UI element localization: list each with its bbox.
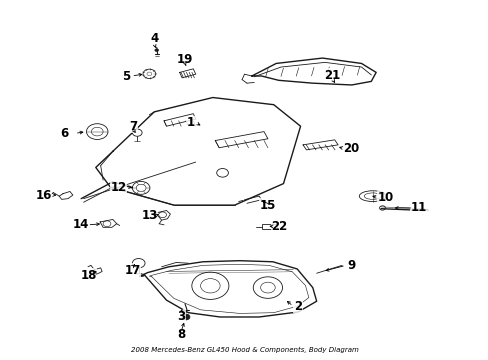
Text: 4: 4 [150, 32, 158, 45]
Text: 9: 9 [347, 259, 355, 272]
Text: 6: 6 [60, 127, 68, 140]
Text: 2008 Mercedes-Benz GL450 Hood & Components, Body Diagram: 2008 Mercedes-Benz GL450 Hood & Componen… [130, 347, 358, 353]
Text: 3: 3 [177, 310, 185, 323]
Text: 15: 15 [259, 199, 276, 212]
Text: 2: 2 [293, 300, 302, 313]
Text: 11: 11 [410, 202, 427, 215]
Text: 13: 13 [141, 210, 157, 222]
Text: 19: 19 [177, 53, 193, 66]
Circle shape [182, 314, 189, 320]
Text: 8: 8 [177, 328, 185, 341]
Circle shape [155, 49, 158, 51]
Text: 5: 5 [122, 69, 130, 82]
Text: 18: 18 [80, 269, 97, 282]
Text: 22: 22 [271, 220, 287, 233]
Text: 17: 17 [124, 264, 140, 277]
Text: 20: 20 [342, 142, 358, 155]
Text: 1: 1 [186, 116, 195, 129]
Text: 10: 10 [377, 192, 393, 204]
Text: 21: 21 [324, 69, 340, 82]
Text: 7: 7 [129, 120, 137, 133]
Text: 14: 14 [73, 218, 89, 231]
FancyBboxPatch shape [262, 224, 276, 229]
Text: 16: 16 [35, 189, 52, 202]
Text: 12: 12 [110, 181, 126, 194]
